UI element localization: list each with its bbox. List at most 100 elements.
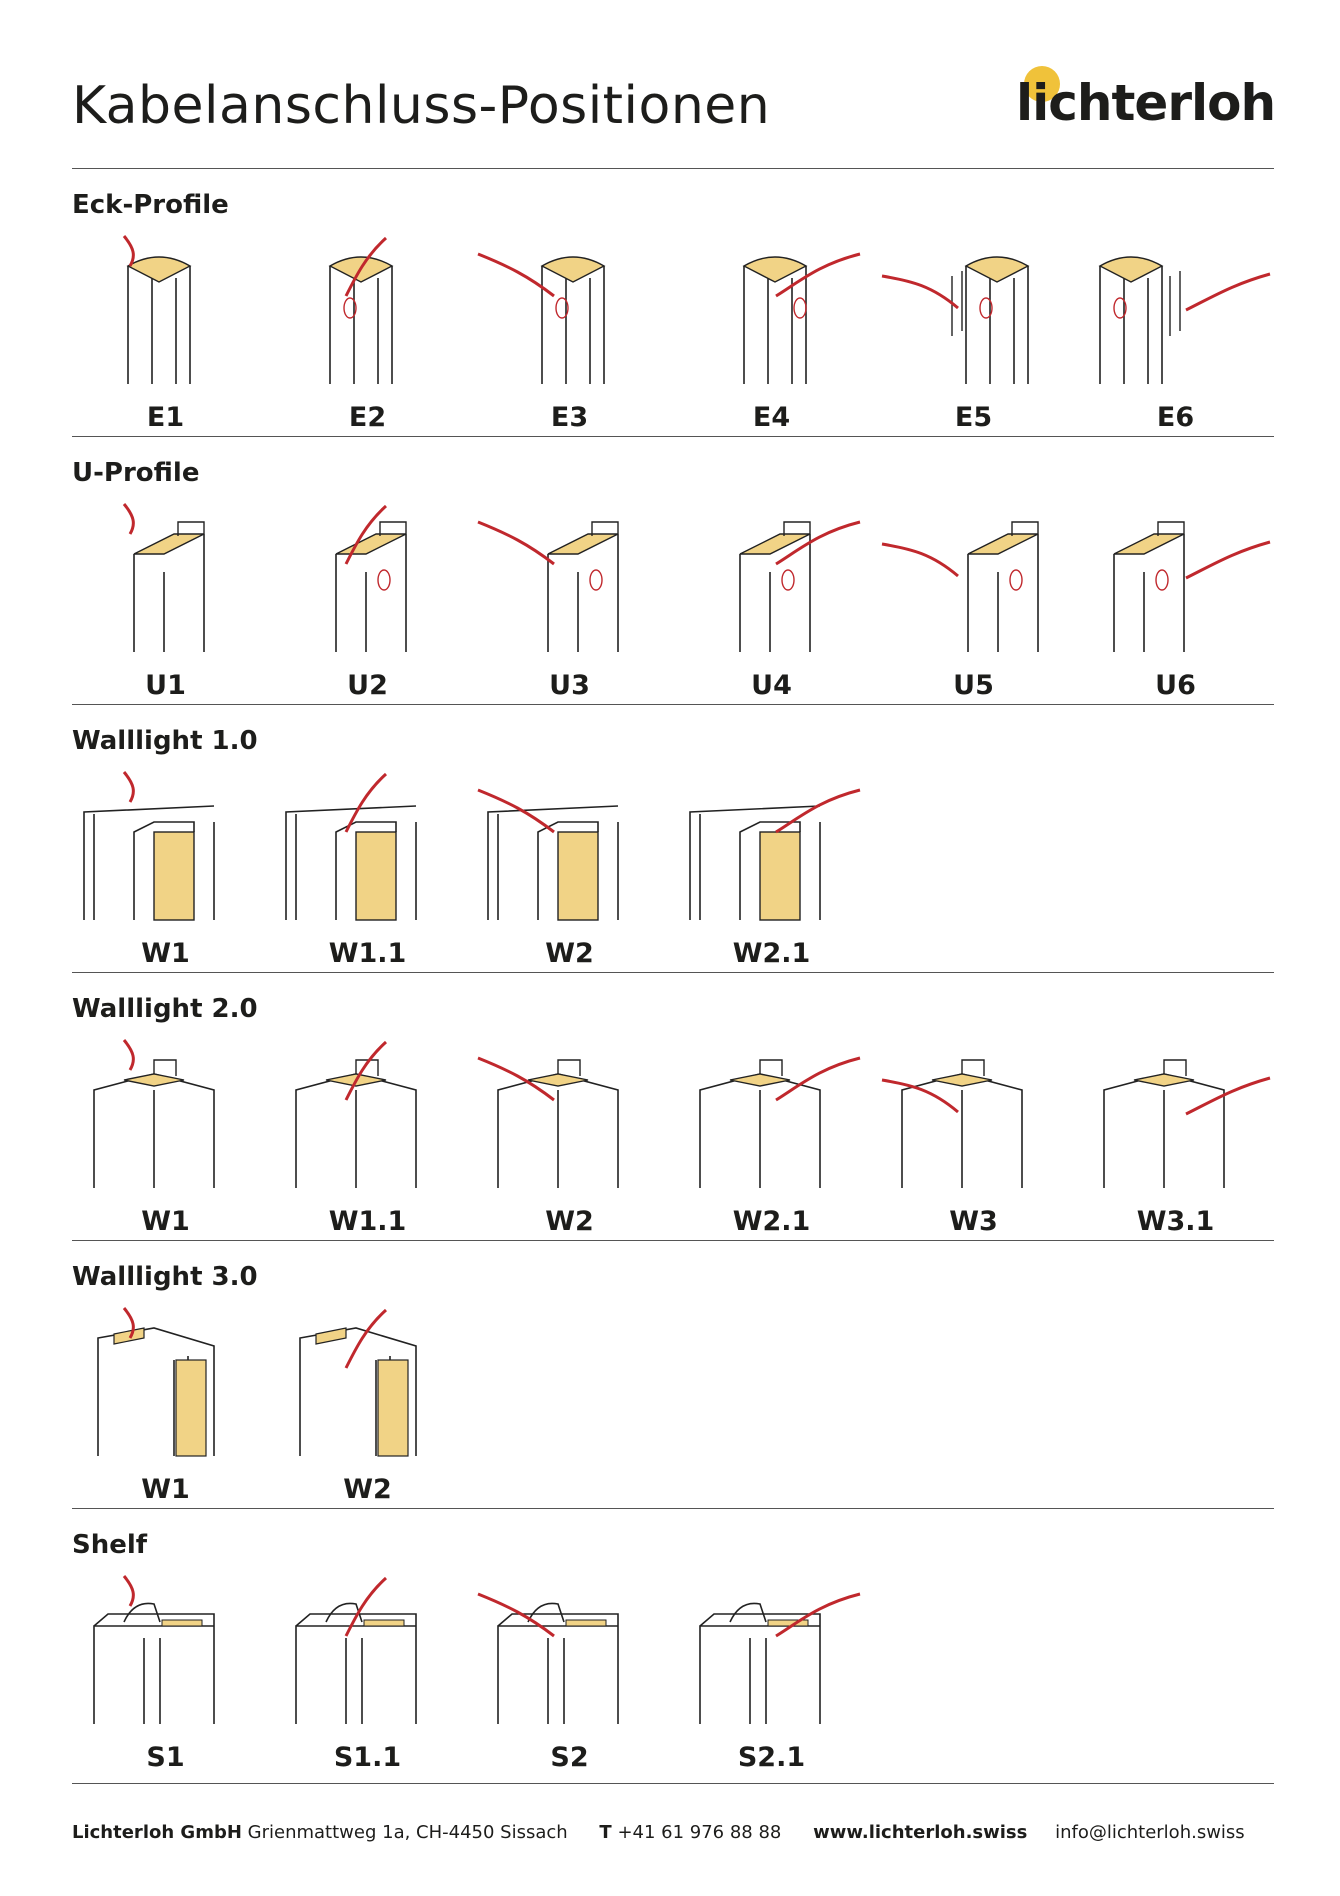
profile-code: W2 [545,1206,594,1237]
section-title: Walllight 1.0 [72,726,258,756]
profile-code: U4 [751,670,792,701]
profile-code: S2.1 [737,1742,806,1773]
section-title: Walllight 2.0 [72,994,258,1024]
profile-code: W2.1 [732,938,811,969]
profile-code: W3.1 [1136,1206,1215,1237]
section-title: U-Profile [72,458,200,488]
section-divider [72,1508,1274,1509]
profile-diagram: S1.1 [266,1566,469,1776]
profile-diagram: U1 [64,494,267,704]
profile-diagram: U6 [1074,494,1277,704]
profile-drawing [335,504,407,652]
profile-diagram: W2.1 [670,762,873,972]
profile-drawing [122,503,205,652]
profile-drawing [739,520,861,652]
profile-code: S1.1 [333,1742,402,1773]
section-divider [72,1240,1274,1241]
profile-code: U6 [1155,670,1196,701]
profile-diagram: S1 [64,1566,267,1776]
footer-website[interactable]: www.lichterloh.swiss [813,1822,1028,1843]
section-title: Walllight 3.0 [72,1262,258,1292]
profile-drawing [699,1592,861,1724]
profile-drawing [689,788,861,921]
profile-drawing [1113,521,1271,652]
profile-code: U1 [145,670,186,701]
profile-diagram: U4 [670,494,873,704]
profile-diagram: W2 [266,1298,469,1508]
footer-company: Lichterloh GmbH [72,1822,242,1843]
profile-code: W2 [545,938,594,969]
footer-email[interactable]: info@lichterloh.swiss [1055,1822,1245,1843]
section-title: Shelf [72,1530,148,1560]
profile-diagram: E1 [64,226,267,436]
profile-code: E3 [550,402,589,433]
profile-diagram: S2 [468,1566,671,1776]
profile-drawing [477,788,619,921]
profile-diagram: E5 [872,226,1075,436]
profile-diagram: E4 [670,226,873,436]
profile-drawing [93,1575,215,1724]
profile-diagram: E3 [468,226,671,436]
profile-diagram: W2 [468,762,671,972]
profile-drawing [122,235,192,384]
profile-code: E1 [146,402,185,433]
footer-address: Grienmattweg 1a, CH-4450 Sissach [247,1822,568,1843]
profile-code: S1 [146,1742,185,1773]
profile-code: E2 [348,402,387,433]
profile-code: W1.1 [328,938,407,969]
profile-drawing [1098,256,1271,384]
profile-drawing [1103,1059,1271,1188]
profile-code: U5 [953,670,994,701]
brand-logo: lichterloh [1016,62,1276,142]
profile-code: S2 [550,1742,589,1773]
profile-diagram: W3.1 [1074,1030,1277,1240]
profile-diagram: W3 [872,1030,1075,1240]
profile-code: W1.1 [328,1206,407,1237]
profile-drawing [328,236,394,384]
section-title: Eck-Profile [72,190,229,220]
profile-diagram: E2 [266,226,469,436]
profile-drawing [742,252,861,384]
profile-code: E6 [1156,402,1195,433]
footer: Lichterloh GmbH Grienmattweg 1a, CH-4450… [72,1822,1249,1843]
profile-drawing [97,1307,215,1457]
profile-drawing [93,1039,215,1188]
header-divider [72,168,1274,169]
profile-diagram: W2.1 [670,1030,873,1240]
profile-code: U3 [549,670,590,701]
profile-diagram: W1.1 [266,762,469,972]
profile-code: W1 [141,938,190,969]
logo-wordmark: lichterloh [1016,74,1276,132]
profile-code: W1 [141,1474,190,1505]
footer-divider [72,1783,1274,1784]
profile-code: W2.1 [732,1206,811,1237]
profile-code: E5 [954,402,993,433]
page-title: Kabelanschluss-Positionen [72,76,771,136]
profile-drawing [881,1059,1023,1188]
section-divider [72,704,1274,705]
footer-phone: +41 61 976 88 88 [617,1822,782,1843]
profile-drawing [477,520,619,652]
profile-code: W1 [141,1206,190,1237]
profile-diagram: E6 [1074,226,1277,436]
section-divider [72,972,1274,973]
profile-drawing [881,521,1039,652]
profile-diagram: W2 [468,1030,671,1240]
profile-diagram: W1 [64,762,267,972]
profile-drawing [295,1576,417,1724]
profile-diagram: W1.1 [266,1030,469,1240]
profile-diagram: U5 [872,494,1075,704]
profile-code: U2 [347,670,388,701]
profile-code: E4 [752,402,791,433]
profile-drawing [477,1592,619,1724]
profile-diagram: S2.1 [670,1566,873,1776]
profile-code: W3 [949,1206,998,1237]
profile-drawing [477,252,606,384]
profile-drawing [285,772,417,921]
profile-diagram: U2 [266,494,469,704]
profile-drawing [83,771,215,921]
profile-diagram: W1 [64,1030,267,1240]
profile-diagram: W1 [64,1298,267,1508]
logo-sun-icon [1024,66,1060,102]
profile-code: W2 [343,1474,392,1505]
